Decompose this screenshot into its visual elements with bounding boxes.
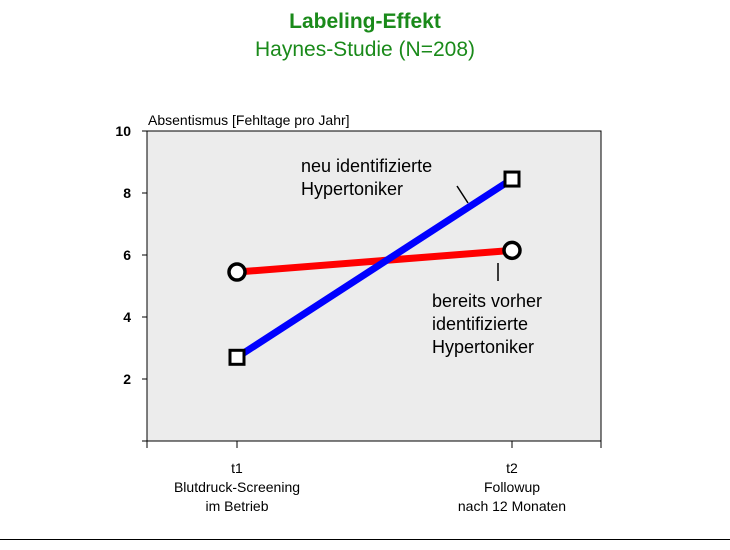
data-point-square (228, 348, 246, 366)
series-label-bereits: identifizierte (432, 314, 528, 334)
y-tick-label: 2 (123, 371, 131, 387)
bottom-divider (0, 539, 730, 540)
annotation-leader (456, 185, 469, 204)
data-point-circle (502, 240, 522, 261)
y-tick-label: 6 (123, 247, 131, 263)
series-label-bereits: bereits vorher (432, 291, 542, 311)
y-axis-label: Absentismus [Fehltage pro Jahr] (148, 112, 350, 128)
chart-title: Labeling-Effekt (289, 10, 441, 33)
series-label-bereits: Hypertoniker (432, 337, 534, 357)
data-point-circle (227, 262, 247, 282)
x-tick-sublabel: im Betrieb (205, 498, 268, 514)
x-tick-sublabel: Blutdruck-Screening (174, 479, 300, 495)
x-tick-sublabel: nach 12 Monaten (458, 498, 566, 514)
x-tick-label: t1 (231, 460, 243, 476)
x-tick-label: t2 (506, 460, 518, 476)
series-label-neu: Hypertoniker (301, 179, 403, 199)
series-line-square (235, 176, 514, 361)
series-line-circle (236, 246, 513, 276)
y-tick-label: 4 (123, 309, 131, 325)
plot-area (146, 130, 602, 442)
x-tick-sublabel: Followup (484, 479, 540, 495)
series-label-neu: neu identifizierte (301, 156, 432, 176)
chart-subtitle: Haynes-Studie (N=208) (254, 38, 476, 61)
data-point-square (503, 170, 521, 188)
y-tick-label: 8 (123, 185, 131, 201)
y-tick-label: 10 (115, 123, 131, 139)
